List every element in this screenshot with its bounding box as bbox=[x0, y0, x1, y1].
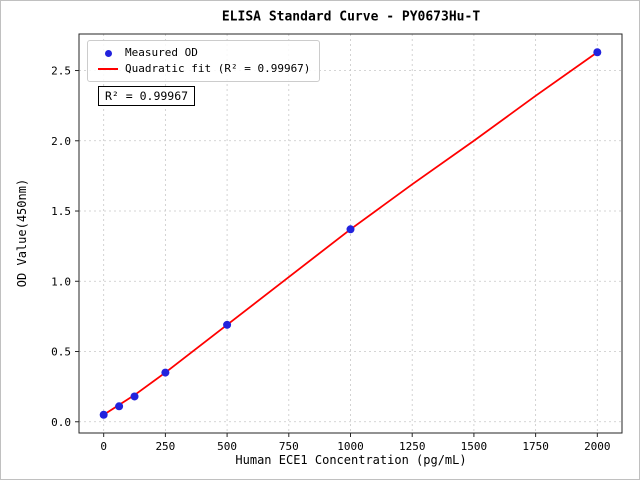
scatter-marker-icon bbox=[104, 49, 112, 57]
legend-label-quadratic-fit: Quadratic fit (R² = 0.99967) bbox=[125, 62, 311, 75]
y-tick-label: 0.0 bbox=[51, 416, 71, 429]
x-tick-label: 1250 bbox=[399, 440, 426, 453]
y-tick-label: 1.5 bbox=[51, 205, 71, 218]
legend-item-quadratic-fit: Quadratic fit (R² = 0.99967) bbox=[95, 61, 310, 77]
data-point bbox=[99, 410, 108, 419]
legend-item-measured-od: Measured OD bbox=[95, 45, 310, 61]
legend: Measured OD Quadratic fit (R² = 0.99967) bbox=[87, 40, 321, 82]
legend-label-measured-od: Measured OD bbox=[125, 46, 198, 59]
quadratic-fit-line bbox=[103, 51, 598, 416]
data-point bbox=[161, 368, 170, 377]
y-tick-label: 0.5 bbox=[51, 346, 71, 359]
legend-marker-cell bbox=[95, 49, 121, 57]
data-point bbox=[346, 225, 355, 234]
x-tick-label: 0 bbox=[100, 440, 107, 453]
x-tick-label: 1000 bbox=[337, 440, 364, 453]
r-squared-annotation: R² = 0.99967 bbox=[98, 86, 196, 106]
data-point bbox=[130, 392, 139, 401]
x-tick-label: 2000 bbox=[584, 440, 611, 453]
x-tick-label: 250 bbox=[155, 440, 175, 453]
data-point bbox=[223, 320, 232, 329]
x-tick-label: 500 bbox=[217, 440, 237, 453]
y-tick-label: 2.5 bbox=[51, 65, 71, 78]
data-point bbox=[593, 48, 602, 57]
line-marker-icon bbox=[98, 68, 118, 70]
y-tick-label: 1.0 bbox=[51, 275, 71, 288]
chart-title: ELISA Standard Curve - PY0673Hu-T bbox=[221, 9, 481, 25]
x-axis-label: Human ECE1 Concentration (pg/mL) bbox=[235, 453, 467, 467]
x-tick-label: 1750 bbox=[522, 440, 549, 453]
data-point bbox=[115, 402, 124, 411]
x-tick-label: 1500 bbox=[461, 440, 488, 453]
legend-marker-cell bbox=[95, 68, 121, 70]
y-tick-label: 2.0 bbox=[51, 135, 71, 148]
x-tick-label: 750 bbox=[279, 440, 299, 453]
y-axis-label: OD Value(450nm) bbox=[15, 178, 29, 288]
